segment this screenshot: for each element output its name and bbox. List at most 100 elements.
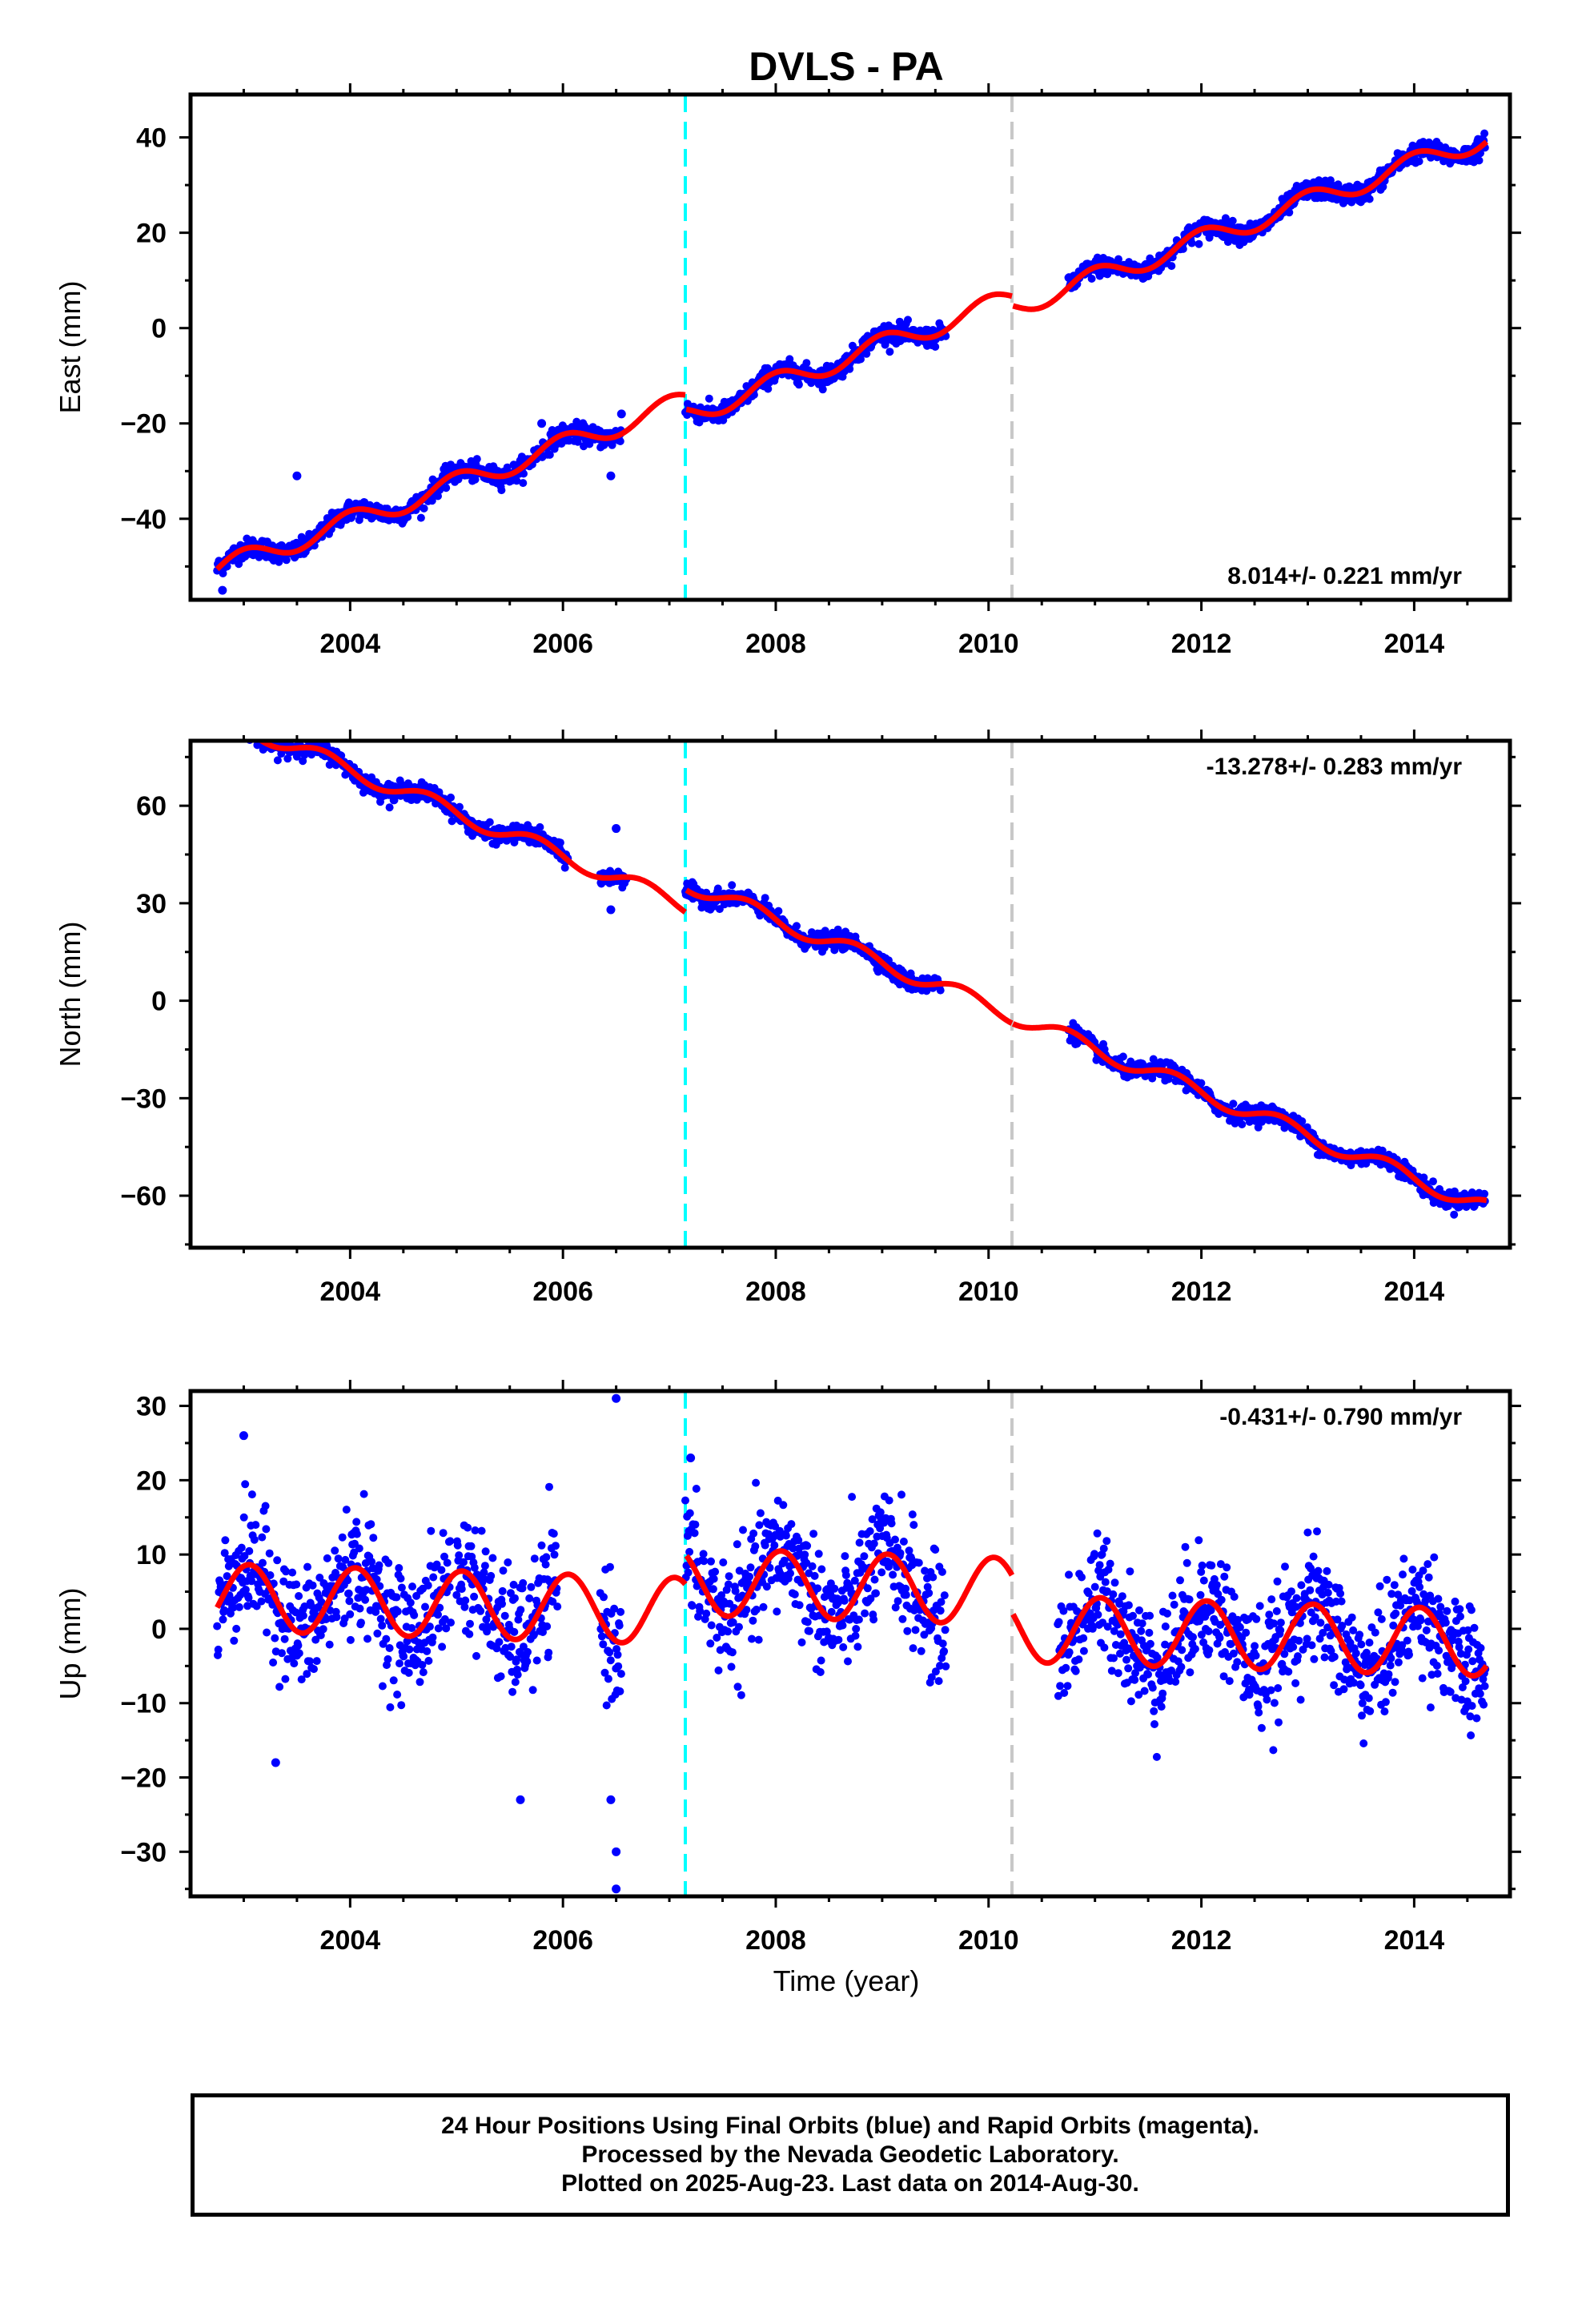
data-point bbox=[308, 1581, 317, 1590]
data-point bbox=[315, 1574, 324, 1582]
data-point bbox=[499, 1566, 508, 1575]
data-point bbox=[713, 1634, 721, 1642]
data-point bbox=[762, 1582, 771, 1591]
plot-area bbox=[213, 1391, 1490, 1896]
data-point bbox=[901, 1584, 910, 1593]
data-point bbox=[866, 1594, 875, 1603]
plot-area bbox=[217, 700, 1489, 1248]
data-point bbox=[927, 1673, 936, 1682]
data-point bbox=[393, 1607, 402, 1616]
data-point bbox=[868, 1515, 877, 1524]
data-point bbox=[615, 1621, 624, 1630]
data-point bbox=[392, 1593, 401, 1602]
data-point bbox=[700, 1557, 709, 1566]
data-point bbox=[241, 726, 249, 734]
data-point bbox=[688, 1602, 697, 1610]
data-point bbox=[221, 710, 229, 718]
data-point bbox=[857, 355, 865, 364]
data-point bbox=[1071, 1667, 1080, 1675]
data-point bbox=[221, 707, 229, 715]
data-point bbox=[472, 455, 481, 464]
data-point bbox=[262, 1525, 271, 1534]
data-point bbox=[765, 1563, 774, 1572]
data-point bbox=[226, 712, 234, 720]
data-point bbox=[229, 1603, 238, 1612]
data-point bbox=[472, 1651, 480, 1660]
model-curve bbox=[215, 139, 1489, 572]
data-point bbox=[711, 1567, 720, 1576]
data-point bbox=[506, 1652, 515, 1661]
data-point bbox=[295, 1649, 303, 1658]
data-point bbox=[904, 316, 912, 324]
data-point bbox=[597, 1632, 606, 1641]
data-point bbox=[427, 1526, 436, 1535]
x-tick-label: 2004 bbox=[320, 1277, 381, 1307]
data-point bbox=[605, 1648, 614, 1657]
data-point bbox=[240, 716, 248, 724]
data-point bbox=[1285, 208, 1294, 217]
data-point bbox=[508, 1687, 517, 1696]
data-point bbox=[942, 1662, 950, 1671]
data-point bbox=[300, 1602, 309, 1610]
data-point bbox=[816, 1668, 825, 1676]
data-point bbox=[237, 1543, 246, 1552]
data-point bbox=[466, 1619, 474, 1628]
data-point bbox=[230, 722, 238, 730]
data-point bbox=[744, 1578, 753, 1587]
data-point bbox=[1419, 1173, 1428, 1182]
data-point bbox=[537, 1541, 546, 1550]
data-point bbox=[742, 1606, 751, 1614]
data-point bbox=[245, 724, 253, 732]
data-point bbox=[616, 1687, 624, 1695]
data-point bbox=[524, 1647, 532, 1656]
data-point bbox=[297, 1675, 306, 1684]
data-point bbox=[602, 1701, 611, 1710]
data-point bbox=[295, 1592, 303, 1600]
data-point bbox=[247, 1577, 256, 1586]
data-point bbox=[1065, 1570, 1073, 1579]
data-point bbox=[585, 440, 594, 448]
data-point bbox=[520, 469, 528, 478]
data-point bbox=[690, 1529, 699, 1538]
data-point bbox=[717, 1591, 726, 1599]
data-point bbox=[249, 727, 257, 735]
data-point bbox=[357, 1618, 365, 1627]
data-point bbox=[342, 1506, 351, 1514]
data-point bbox=[247, 1490, 256, 1499]
data-point bbox=[705, 394, 713, 403]
data-point bbox=[773, 1607, 781, 1616]
data-point bbox=[235, 714, 243, 722]
data-point bbox=[898, 1614, 907, 1623]
data-point bbox=[1238, 1120, 1247, 1128]
data-point bbox=[440, 1552, 448, 1561]
data-point bbox=[406, 1598, 415, 1607]
data-point bbox=[471, 1526, 480, 1534]
data-point bbox=[1054, 1618, 1063, 1626]
data-point bbox=[1065, 1648, 1074, 1657]
data-point bbox=[830, 1584, 839, 1593]
data-point bbox=[230, 1636, 239, 1645]
data-point bbox=[850, 1576, 859, 1585]
data-point bbox=[851, 1631, 860, 1640]
data-point bbox=[929, 1573, 938, 1582]
data-point bbox=[1114, 255, 1122, 263]
data-point bbox=[241, 1480, 250, 1489]
x-tick-label: 2004 bbox=[320, 629, 381, 659]
data-point bbox=[403, 1637, 412, 1646]
data-point bbox=[1084, 1589, 1093, 1598]
data-point bbox=[1090, 1582, 1099, 1591]
data-point bbox=[243, 722, 251, 730]
data-point bbox=[355, 1544, 363, 1553]
data-point bbox=[786, 1569, 794, 1578]
data-point bbox=[801, 1550, 809, 1559]
data-point bbox=[424, 1656, 433, 1665]
data-point bbox=[217, 700, 225, 708]
data-point bbox=[251, 731, 259, 739]
data-point bbox=[245, 1546, 254, 1555]
data-point bbox=[275, 1683, 284, 1691]
data-point bbox=[889, 1570, 897, 1579]
data-point bbox=[310, 1665, 318, 1674]
data-point bbox=[616, 1607, 625, 1616]
data-point bbox=[236, 718, 244, 726]
